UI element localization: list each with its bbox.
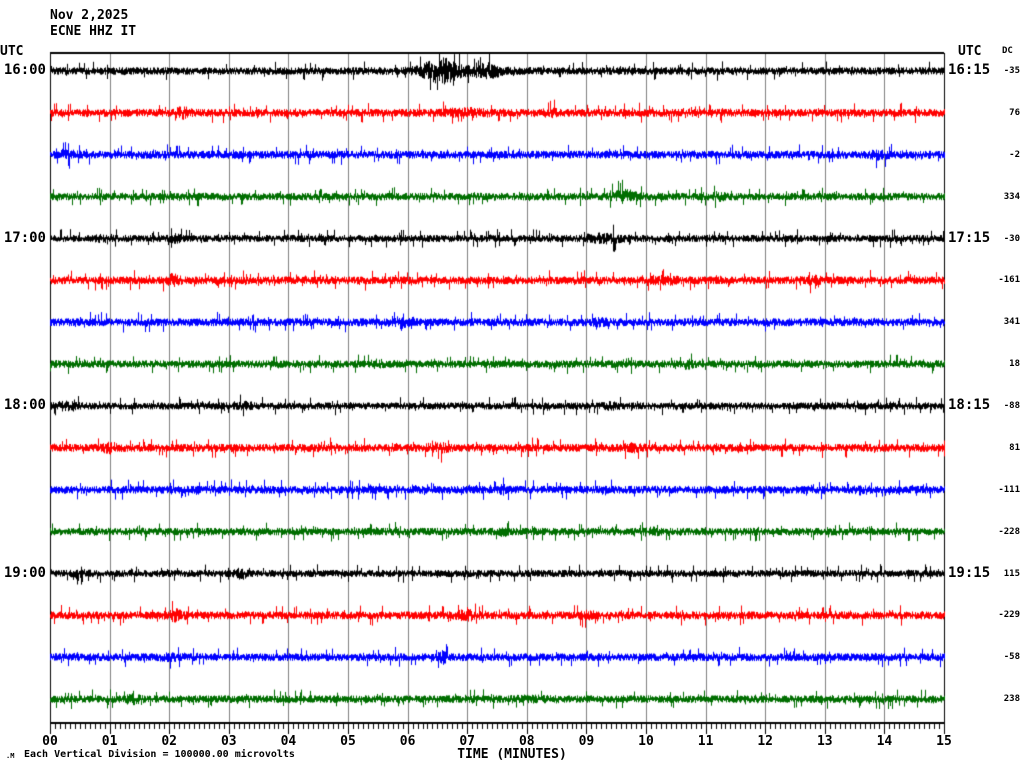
minute-label: 15 bbox=[936, 734, 952, 749]
scale-note: Each Vertical Division = 100000.00 micro… bbox=[24, 749, 295, 760]
dc-value: 76 bbox=[1009, 107, 1020, 118]
logo-mark: .M bbox=[6, 752, 15, 760]
minute-label: 00 bbox=[42, 734, 58, 749]
minute-label: 13 bbox=[816, 734, 833, 749]
minute-label: 09 bbox=[578, 734, 595, 749]
dc-value: -58 bbox=[1003, 652, 1020, 663]
dc-value: -229 bbox=[998, 610, 1020, 621]
minute-label: 03 bbox=[220, 734, 237, 749]
minute-label: 01 bbox=[101, 734, 118, 749]
left-hour-label: 19:00 bbox=[3, 564, 46, 581]
dc-value: -88 bbox=[1003, 401, 1020, 411]
station-id: ECNE HHZ IT bbox=[50, 24, 137, 39]
title-date: Nov 2,2025 bbox=[50, 8, 129, 23]
right-hour-label: 19:15 bbox=[948, 564, 991, 581]
dc-value: -30 bbox=[1003, 233, 1020, 244]
minute-label: 07 bbox=[459, 734, 476, 749]
dc-value: 334 bbox=[1003, 191, 1020, 202]
utc-header-right: UTC bbox=[958, 44, 982, 59]
minute-label: 06 bbox=[399, 734, 416, 749]
dc-value: -2 bbox=[1009, 149, 1020, 160]
minute-label: 04 bbox=[280, 734, 297, 749]
left-hour-label: 18:00 bbox=[3, 397, 46, 413]
dc-value: -161 bbox=[998, 275, 1020, 286]
dc-value: 81 bbox=[1009, 442, 1020, 453]
x-axis-title: TIME (MINUTES) bbox=[457, 747, 567, 762]
right-hour-label: 18:15 bbox=[948, 397, 991, 413]
dc-value: 115 bbox=[1003, 568, 1020, 579]
minute-label: 11 bbox=[697, 734, 714, 749]
minute-label: 08 bbox=[518, 734, 535, 749]
dc-header: DC bbox=[1002, 46, 1013, 56]
minute-label: 12 bbox=[757, 734, 774, 749]
left-hour-label: 16:00 bbox=[3, 62, 46, 78]
dc-value: -228 bbox=[998, 526, 1020, 537]
right-hour-label: 16:15 bbox=[948, 62, 991, 78]
minute-label: 14 bbox=[876, 734, 893, 749]
dc-value: 238 bbox=[1003, 694, 1020, 705]
dc-value: 18 bbox=[1009, 359, 1020, 370]
minute-label: 05 bbox=[340, 734, 356, 749]
minute-label: 10 bbox=[638, 734, 654, 749]
dc-value: 341 bbox=[1003, 317, 1020, 328]
minute-label: 02 bbox=[161, 734, 178, 749]
left-hour-label: 17:00 bbox=[3, 229, 46, 246]
right-hour-label: 17:15 bbox=[948, 229, 991, 246]
dc-value: -35 bbox=[1003, 66, 1020, 76]
dc-value: -111 bbox=[998, 484, 1020, 495]
utc-header-left: UTC bbox=[0, 44, 24, 59]
